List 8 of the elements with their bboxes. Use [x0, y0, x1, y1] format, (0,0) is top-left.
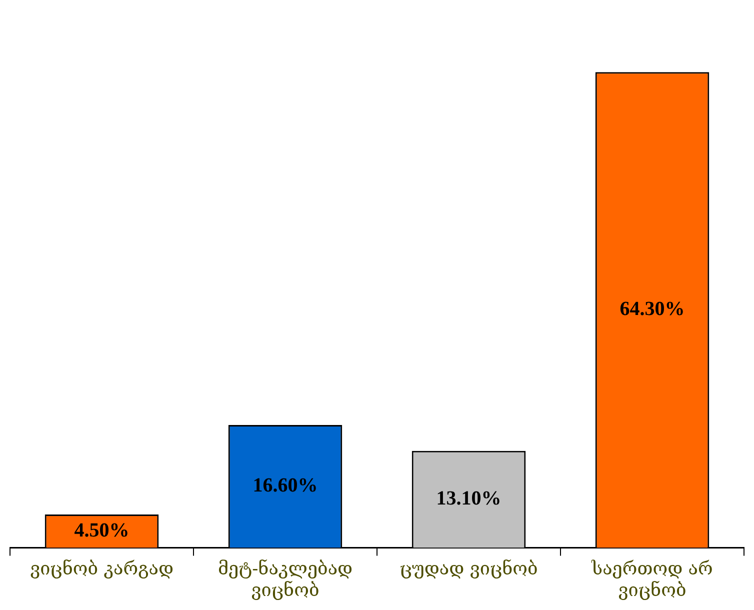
- x-tick-label: მეტ-ნაკლებად ვიცნობ: [218, 558, 353, 601]
- x-tick-label: ვიცნობ კარგად: [30, 558, 174, 580]
- data-label: 13.10%: [436, 488, 502, 510]
- x-tick-label: საერთოდ არ ვიცნობ: [590, 558, 713, 601]
- data-label: 64.30%: [620, 298, 685, 320]
- x-tick-label: ცუდად ვიცნობ: [400, 558, 538, 580]
- data-label: 16.60%: [252, 474, 318, 497]
- data-label: 4.50%: [74, 519, 130, 542]
